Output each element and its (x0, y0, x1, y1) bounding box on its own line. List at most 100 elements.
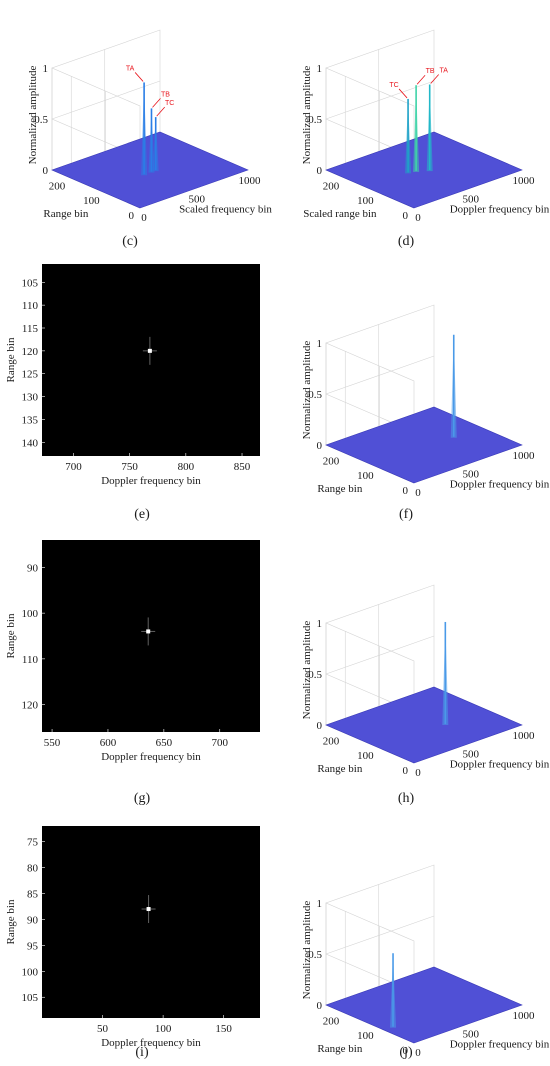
y-axis-label: Range bin (5, 337, 17, 382)
x-axis-label: Doppler frequency bin (101, 751, 201, 763)
y-tick-label: 0 (129, 210, 135, 222)
z-tick-label: 1 (43, 63, 49, 75)
surface-floor (325, 131, 523, 209)
x-axis-label: Doppler frequency bin (101, 1037, 201, 1049)
y-tick-label: 100 (22, 966, 39, 978)
x-tick-label: 1000 (512, 1010, 535, 1022)
y-tick-label: 85 (27, 888, 39, 900)
y-tick-label: 0 (403, 765, 409, 777)
y-tick-label: 200 (49, 180, 66, 192)
z-gridline (325, 915, 435, 993)
y-tick-label: 0 (403, 485, 409, 497)
panel-label-j: (j) (399, 1045, 413, 1060)
target-label: TA (439, 67, 448, 74)
y-tick-label: 75 (27, 837, 39, 849)
z-gridline (325, 635, 435, 713)
z-gridline (325, 355, 435, 433)
x-tick-label: 700 (212, 737, 229, 749)
y-axis-label: Range bin (317, 763, 362, 775)
y-axis-label: Scaled range bin (303, 208, 377, 220)
target-label: TA (126, 65, 135, 72)
z-tick-label: 1 (317, 898, 323, 910)
z-tick-label: 0.5 (308, 949, 322, 961)
x-tick-label: 100 (155, 1023, 172, 1035)
x-tick-label: 1000 (512, 730, 535, 742)
peak-point (147, 348, 152, 353)
x-tick-label: 850 (234, 461, 251, 473)
y-tick-label: 100 (357, 750, 374, 762)
z-axis-label: Normalized amplitude (301, 621, 313, 720)
x-tick-label: 600 (100, 737, 117, 749)
surface-plot-j: 0 0.5 1 0 500 1000 0 100 200 Doppler frequency bi… (301, 864, 550, 1059)
z-tick-label: 0 (43, 165, 49, 177)
y-tick-label: 80 (27, 863, 39, 875)
x-axis-label: Doppler frequency bin (450, 758, 550, 770)
panel-label-i: (i) (135, 1045, 149, 1060)
y-tick-label: 90 (27, 914, 39, 926)
y-tick-label: 200 (323, 735, 340, 747)
surface-floor (325, 966, 523, 1044)
surface-plot-d: TC TB TA 0 0.5 1 0 500 1000 0 100 200 Doppler freque… (301, 29, 550, 224)
x-tick-label: 550 (44, 737, 61, 749)
y-tick-label: 0 (403, 210, 409, 222)
target-arrow (156, 106, 166, 117)
x-axis-label: Doppler frequency bin (450, 203, 550, 215)
z-tick-label: 1 (317, 63, 323, 75)
y-tick-label: 120 (22, 346, 39, 358)
y-tick-label: 130 (22, 392, 39, 404)
x-tick-label: 650 (156, 737, 173, 749)
x-tick-label: 0 (415, 212, 421, 224)
surface-plot-h: 0 0.5 1 0 500 1000 0 100 200 Doppler frequency bi… (301, 584, 550, 779)
z-tick-label: 0 (317, 165, 323, 177)
x-tick-label: 1000 (238, 175, 261, 187)
target-arrow (152, 98, 161, 108)
target-label: TB (161, 91, 170, 98)
z-gridline (325, 80, 435, 158)
z-tick-label: 0.5 (308, 669, 322, 681)
y-tick-label: 140 (22, 437, 39, 449)
x-axis-label: Doppler frequency bin (450, 478, 550, 490)
y-tick-label: 135 (22, 414, 39, 426)
y-tick-label: 200 (323, 1015, 340, 1027)
z-axis-label: Normalized amplitude (301, 341, 313, 440)
panel-label-c: (c) (122, 234, 138, 249)
x-tick-label: 500 (462, 468, 479, 480)
y-tick-label: 100 (357, 470, 374, 482)
y-axis-label: Range bin (317, 483, 362, 495)
panel-label-d: (d) (398, 234, 415, 249)
panel-label-e: (e) (134, 507, 150, 522)
heatmap-plot-i: 50 100 150 75 80 85 90 95 100 105 Doppler frequenc… (5, 826, 260, 1049)
x-tick-label: 50 (97, 1023, 109, 1035)
x-tick-label: 0 (415, 767, 421, 779)
surface-plot-f: 0 0.5 1 0 500 1000 0 100 200 Doppler frequency bi… (301, 304, 550, 499)
target-label: TC (165, 100, 174, 107)
x-tick-label: 500 (462, 1028, 479, 1040)
y-tick-label: 115 (22, 323, 39, 335)
y-tick-label: 100 (83, 195, 100, 207)
z-axis-label: Normalized amplitude (301, 901, 313, 1000)
y-tick-label: 95 (27, 940, 39, 952)
y-axis-label: Range bin (43, 208, 88, 220)
x-tick-label: 500 (462, 193, 479, 205)
y-tick-label: 110 (22, 654, 39, 666)
heatmap-image (42, 264, 260, 456)
z-tick-label: 0 (317, 720, 323, 732)
y-tick-label: 110 (22, 300, 39, 312)
heatmap-image (42, 540, 260, 732)
y-tick-label: 90 (27, 562, 39, 574)
z-axis-label: Normalized amplitude (27, 66, 39, 165)
target-label: TB (426, 68, 435, 75)
y-tick-label: 105 (22, 277, 39, 289)
x-axis-label: Doppler frequency bin (450, 1038, 550, 1050)
x-tick-label: 0 (415, 487, 421, 499)
y-tick-label: 100 (357, 195, 374, 207)
target-arrow (134, 72, 144, 82)
panel-label-g: (g) (134, 791, 151, 806)
y-tick-label: 100 (22, 608, 39, 620)
z-tick-label: 0 (317, 1000, 323, 1012)
z-tick-label: 1 (317, 618, 323, 630)
z-axis-label: Normalized amplitude (301, 66, 313, 165)
z-tick-label: 0.5 (308, 114, 322, 126)
x-tick-label: 150 (215, 1023, 232, 1035)
